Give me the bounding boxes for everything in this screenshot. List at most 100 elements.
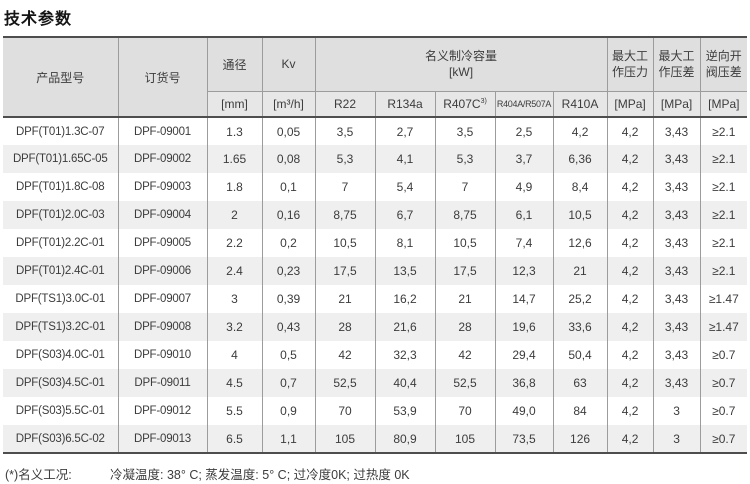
r134a-cell: 2,7 — [374, 117, 435, 145]
diameter-cell: 4.5 — [206, 369, 262, 397]
tech-params-table: 产品型号 订货号 通径 Kv 名义制冷容量 [kW] 最大工作压力 最大工作压差… — [3, 36, 748, 454]
r134a-cell: 6,7 — [374, 201, 435, 229]
r410a-cell: 8,4 — [552, 173, 608, 201]
order-no-cell: DPF-09013 — [117, 425, 207, 453]
max-working-pressure-cell: 4,2 — [606, 341, 654, 369]
kv-cell: 0,1 — [261, 173, 315, 201]
max-working-pressure-cell: 4,2 — [606, 117, 654, 145]
capacity-group-unit: [kW] — [449, 65, 474, 80]
product-model-cell: DPF(S03)4.0C-01 — [3, 341, 118, 369]
table-row: DPF(TS1)3.0C-01 DPF-09007 3 0,39 21 16,2 21 14,… — [3, 285, 748, 313]
order-no-cell: DPF-09010 — [117, 341, 207, 369]
col-header-kv: Kv — [261, 37, 315, 92]
reverse-opening-pressure-diff-cell: ≥2.1 — [699, 201, 748, 229]
header-row-units: [mm] [m³/h] R22 R134a R407C3) R404A/R507… — [3, 91, 748, 118]
unit-max-pressure-diff: [MPa] — [652, 91, 701, 118]
max-working-pressure-cell: 4,2 — [606, 229, 654, 257]
page-title: 技术参数 — [4, 11, 73, 28]
product-model-cell: DPF(T01)1.3C-07 — [3, 117, 118, 145]
r407c-footnote-marker: 3) — [480, 97, 487, 105]
diameter-cell: 5.5 — [206, 397, 262, 425]
table-row: DPF(T01)2.2C-01 DPF-09005 2.2 0,2 10,5 8,1 10,… — [3, 229, 748, 257]
diameter-cell: 1.8 — [206, 173, 262, 201]
col-header-reverse-opening-diff: 逆向开阀压差 — [699, 37, 748, 92]
table-row: DPF(S03)5.5C-01 DPF-09012 5.5 0,9 70 53,9 70 49… — [3, 397, 748, 425]
unit-reverse-opening-diff: [MPa] — [699, 91, 748, 118]
product-model-cell: DPF(T01)2.2C-01 — [3, 229, 118, 257]
product-model-cell: DPF(S03)4.5C-01 — [3, 369, 118, 397]
order-no-cell: DPF-09008 — [117, 313, 207, 341]
r410a-cell: 4,2 — [552, 117, 608, 145]
unit-max-working-pressure: [MPa] — [606, 91, 654, 118]
r404a-r507a-cell: 4,9 — [494, 173, 553, 201]
table-row: DPF(S03)4.0C-01 DPF-09010 4 0,5 42 32,3 42 29,4… — [3, 341, 748, 369]
kv-cell: 0,2 — [261, 229, 315, 257]
unit-diameter: [mm] — [206, 91, 262, 118]
reverse-opening-pressure-diff-cell: ≥0.7 — [699, 425, 748, 453]
max-pressure-diff-cell: 3,43 — [652, 313, 701, 341]
r407c-cell: 42 — [434, 341, 495, 369]
footnote-label: (*)名义工况: — [5, 468, 72, 482]
col-header-max-working-pressure: 最大工作压力 — [606, 37, 654, 92]
r134a-cell: 21,6 — [374, 313, 435, 341]
r22-cell: 52,5 — [314, 369, 375, 397]
r410a-cell: 25,2 — [552, 285, 608, 313]
order-no-cell: DPF-09001 — [117, 117, 207, 145]
kv-cell: 0,39 — [261, 285, 315, 313]
kv-cell: 0,08 — [261, 145, 315, 173]
table-row: DPF(S03)6.5C-02 DPF-09013 6.5 1,1 105 80,9 105… — [3, 425, 748, 453]
col-header-r404a-r507a: R404A/R507A — [494, 91, 553, 118]
r404a-r507a-cell: 19,6 — [494, 313, 553, 341]
r404a-r507a-cell: 49,0 — [494, 397, 553, 425]
max-working-pressure-cell: 4,2 — [606, 145, 654, 173]
r410a-cell: 10,5 — [552, 201, 608, 229]
r407c-cell: 7 — [434, 173, 495, 201]
col-header-r410a: R410A — [552, 91, 608, 118]
r22-cell: 42 — [314, 341, 375, 369]
diameter-cell: 4 — [206, 341, 262, 369]
col-header-product-model: 产品型号 — [3, 37, 118, 118]
max-working-pressure-cell: 4,2 — [606, 257, 654, 285]
col-header-capacity-group: 名义制冷容量 [kW] — [314, 37, 608, 92]
order-no-cell: DPF-09012 — [117, 397, 207, 425]
r407c-cell: 105 — [434, 425, 495, 453]
reverse-opening-pressure-diff-cell: ≥0.7 — [699, 341, 748, 369]
product-model-cell: DPF(S03)6.5C-02 — [3, 425, 118, 453]
r22-cell: 10,5 — [314, 229, 375, 257]
r134a-cell: 53,9 — [374, 397, 435, 425]
r404a-r507a-cell: 12,3 — [494, 257, 553, 285]
r134a-cell: 16,2 — [374, 285, 435, 313]
r22-cell: 7 — [314, 173, 375, 201]
capacity-group-title: 名义制冷容量 — [425, 49, 498, 64]
max-working-pressure-cell: 4,2 — [606, 201, 654, 229]
r410a-cell: 50,4 — [552, 341, 608, 369]
r404a-r507a-cell: 6,1 — [494, 201, 553, 229]
kv-cell: 0,43 — [261, 313, 315, 341]
order-no-cell: DPF-09011 — [117, 369, 207, 397]
r22-cell: 3,5 — [314, 117, 375, 145]
header-row-main: 产品型号 订货号 通径 Kv 名义制冷容量 [kW] 最大工作压力 最大工作压差… — [3, 37, 748, 118]
r410a-cell: 12,6 — [552, 229, 608, 257]
r22-cell: 28 — [314, 313, 375, 341]
max-pressure-diff-cell: 3,43 — [652, 369, 701, 397]
diameter-cell: 2 — [206, 201, 262, 229]
r134a-cell: 13,5 — [374, 257, 435, 285]
table-body: DPF(T01)1.3C-07 DPF-09001 1.3 0,05 3,5 2,7 3,5… — [3, 117, 748, 453]
kv-cell: 0,9 — [261, 397, 315, 425]
r22-cell: 70 — [314, 397, 375, 425]
product-model-cell: DPF(T01)2.4C-01 — [3, 257, 118, 285]
col-header-max-pressure-diff: 最大工作压差 — [652, 37, 701, 92]
max-working-pressure-cell: 4,2 — [606, 397, 654, 425]
max-pressure-diff-cell: 3,43 — [652, 145, 701, 173]
max-pressure-diff-cell: 3,43 — [652, 229, 701, 257]
reverse-opening-pressure-diff-cell: ≥2.1 — [699, 173, 748, 201]
reverse-opening-pressure-diff-cell: ≥2.1 — [699, 117, 748, 145]
kv-cell: 0,16 — [261, 201, 315, 229]
r407c-label: R407C — [443, 96, 481, 111]
product-model-cell: DPF(T01)2.0C-03 — [3, 201, 118, 229]
table-row: DPF(T01)2.4C-01 DPF-09006 2.4 0,23 17,5 13,5 1… — [3, 257, 748, 285]
max-pressure-diff-cell: 3,43 — [652, 341, 701, 369]
r134a-cell: 40,4 — [374, 369, 435, 397]
r410a-cell: 21 — [552, 257, 608, 285]
max-pressure-diff-cell: 3,43 — [652, 285, 701, 313]
